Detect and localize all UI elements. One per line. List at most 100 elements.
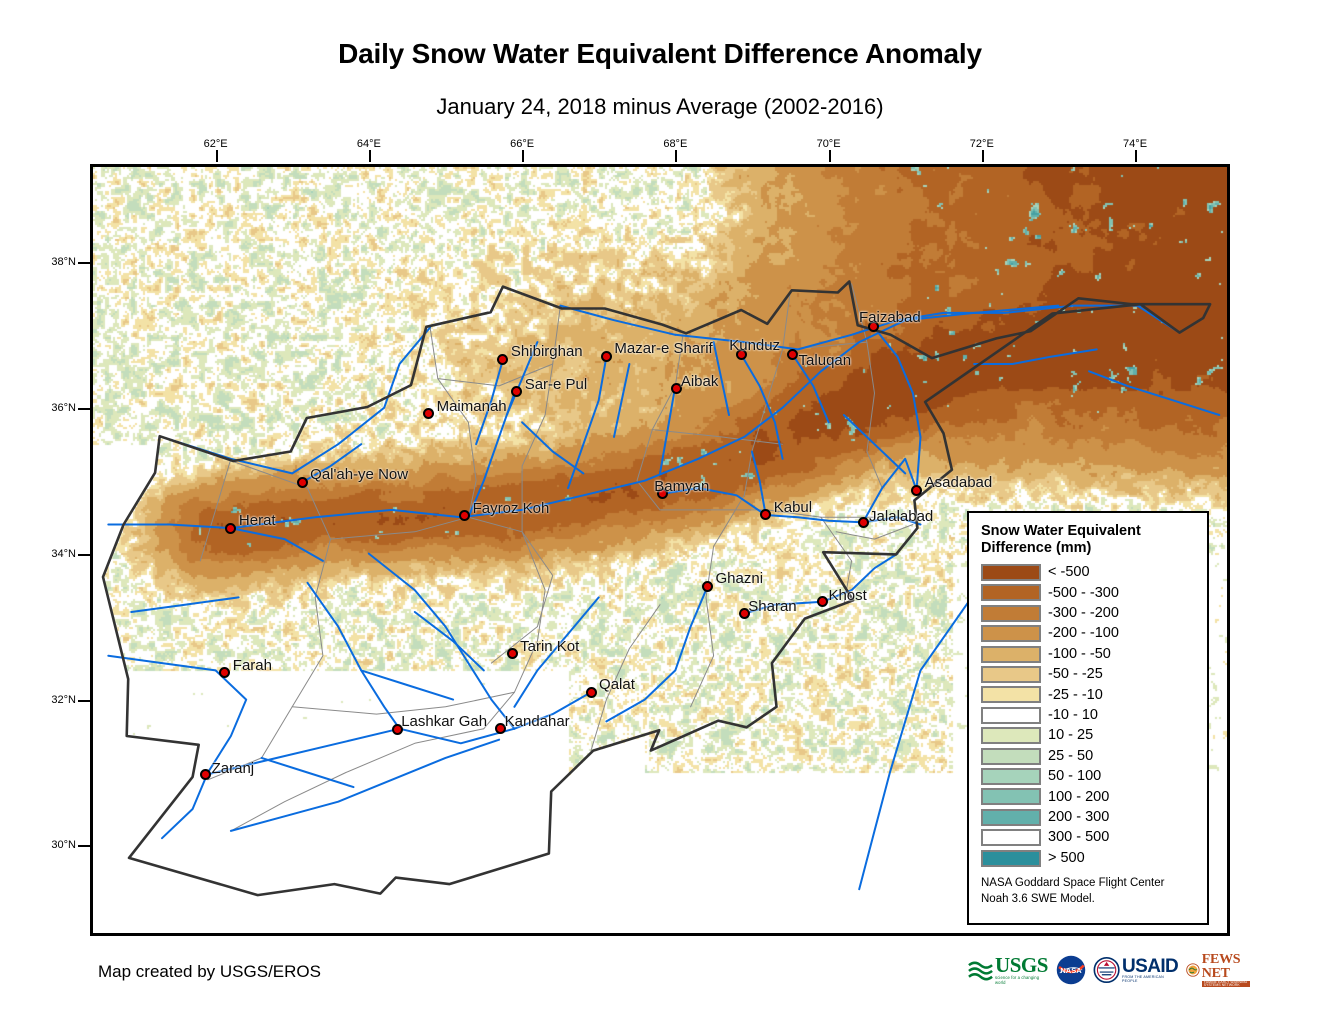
legend-row: 50 - 100 xyxy=(981,766,1197,786)
city-marker[interactable] xyxy=(857,516,869,528)
fewsnet-logo-text: FEWS NET xyxy=(1201,951,1241,981)
latitude-tick xyxy=(78,407,90,410)
longitude-tick-label: 72°E xyxy=(969,138,994,150)
river xyxy=(130,596,240,613)
legend-classes: < -500 -500 - -300 -300 - -200 -200 - -100 -… xyxy=(981,562,1197,868)
city-label: Khost xyxy=(828,586,867,604)
usaid-seal-icon xyxy=(1093,956,1120,984)
city-label: Kandahar xyxy=(504,712,570,730)
usgs-logo-tagline: science for a changing world xyxy=(995,975,1040,985)
legend-note-line1: NASA Goddard Space Flight Center xyxy=(981,877,1165,890)
city-marker[interactable] xyxy=(671,383,683,395)
usaid-logo-tagline: FROM THE AMERICAN PEOPLE xyxy=(1122,974,1164,983)
river xyxy=(872,325,922,489)
province-boundary xyxy=(590,604,661,752)
usaid-logo[interactable]: USAID FROM THE AMERICAN PEOPLE xyxy=(1093,953,1179,987)
city-marker[interactable] xyxy=(511,386,523,398)
fewsnet-logo[interactable]: FEWS NET FAMINE EARLY WARNING SYSTEMS NE… xyxy=(1186,951,1251,988)
city-marker[interactable] xyxy=(911,484,923,496)
city-marker[interactable] xyxy=(200,769,212,781)
province-boundary xyxy=(437,363,554,387)
nasa-logo[interactable]: NASA xyxy=(1056,953,1086,987)
nasa-meatball-icon: NASA xyxy=(1056,955,1086,985)
city-label: Aibak xyxy=(680,372,719,390)
longitude-tick xyxy=(1135,150,1138,162)
city-marker[interactable] xyxy=(656,488,668,500)
legend-label: -200 - -100 xyxy=(1048,625,1119,642)
river xyxy=(306,581,401,730)
city-label: Farah xyxy=(232,656,272,674)
city-marker[interactable] xyxy=(495,723,507,735)
legend-row: -500 - -300 xyxy=(981,583,1197,603)
city-marker[interactable] xyxy=(219,667,231,679)
legend-label: -500 - -300 xyxy=(1048,584,1119,601)
longitude-tick xyxy=(981,150,984,162)
city-marker[interactable] xyxy=(225,522,237,534)
river xyxy=(301,443,363,484)
city-marker[interactable] xyxy=(787,348,799,360)
river xyxy=(505,341,539,416)
legend-label: -50 - -25 xyxy=(1048,666,1103,683)
city-marker[interactable] xyxy=(506,648,518,660)
legend-swatch xyxy=(981,808,1041,826)
city-marker[interactable] xyxy=(702,580,713,592)
river xyxy=(107,654,217,672)
latitude-tick xyxy=(78,845,90,848)
city-label: Zaranj xyxy=(211,759,255,777)
legend-label: 25 - 50 xyxy=(1048,747,1094,764)
city-marker[interactable] xyxy=(585,686,597,698)
city-marker[interactable] xyxy=(816,596,828,608)
city-label: Maimanah xyxy=(436,397,507,415)
city-label: Kunduz xyxy=(729,337,781,355)
latitude-tick-label: 32°N xyxy=(51,693,76,706)
legend-title-line1: Snow Water Equivalent xyxy=(981,523,1141,539)
river xyxy=(559,304,677,336)
longitude-tick xyxy=(215,150,218,162)
legend-swatch xyxy=(981,829,1041,847)
city-marker[interactable] xyxy=(738,607,750,619)
legend-label: -25 - -10 xyxy=(1048,686,1103,703)
city-marker[interactable] xyxy=(735,348,747,360)
province-boundary xyxy=(651,429,784,445)
city-label: Sar-e Pul xyxy=(524,375,588,393)
river xyxy=(204,727,516,776)
afghanistan-border xyxy=(101,280,1212,897)
city-marker[interactable] xyxy=(760,509,772,521)
page-subtitle: January 24, 2018 minus Average (2002-201… xyxy=(436,94,884,119)
longitude-tick-label: 62°E xyxy=(203,138,228,150)
city-label: Herat xyxy=(238,512,276,530)
legend-swatch xyxy=(981,706,1041,724)
legend-swatch xyxy=(981,665,1041,683)
legend-swatch xyxy=(981,686,1041,704)
svg-text:NASA: NASA xyxy=(1060,966,1082,975)
city-marker[interactable] xyxy=(391,723,403,735)
longitude-tick-label: 66°E xyxy=(510,138,535,150)
city-marker[interactable] xyxy=(497,354,509,366)
latitude-tick-label: 38°N xyxy=(51,255,76,268)
river xyxy=(661,487,767,516)
river xyxy=(161,326,432,475)
legend-row: > 500 xyxy=(981,848,1197,868)
river xyxy=(229,738,501,832)
legend-row: -300 - -200 xyxy=(981,603,1197,623)
city-marker[interactable] xyxy=(423,408,435,420)
river xyxy=(260,756,355,789)
map-frame[interactable]: Shibirghan Mazar-e Sharif Kunduz Faizabad Ta… xyxy=(90,164,1230,936)
legend-swatch xyxy=(981,645,1041,663)
usgs-logo[interactable]: USGS science for a changing world xyxy=(968,953,1049,987)
city-marker[interactable] xyxy=(600,351,612,363)
longitude-tick-label: 64°E xyxy=(356,138,381,150)
city-marker[interactable] xyxy=(459,510,471,522)
legend-swatch xyxy=(981,727,1041,745)
city-label: Ghazni xyxy=(715,570,764,588)
usaid-wordmark: USAID xyxy=(1122,955,1179,977)
province-boundary xyxy=(207,596,324,781)
province-boundary xyxy=(743,290,791,496)
legend-title-line2: Difference (mm) xyxy=(981,539,1092,556)
legend-swatch xyxy=(981,849,1041,867)
city-marker[interactable] xyxy=(296,476,308,488)
legend-title: Snow Water Equivalent Difference (mm) xyxy=(981,523,1197,556)
legend-swatch xyxy=(981,767,1041,785)
fewsnet-logo-tagline: FAMINE EARLY WARNING SYSTEMS NETWORK xyxy=(1201,980,1251,988)
city-marker[interactable] xyxy=(867,320,879,332)
